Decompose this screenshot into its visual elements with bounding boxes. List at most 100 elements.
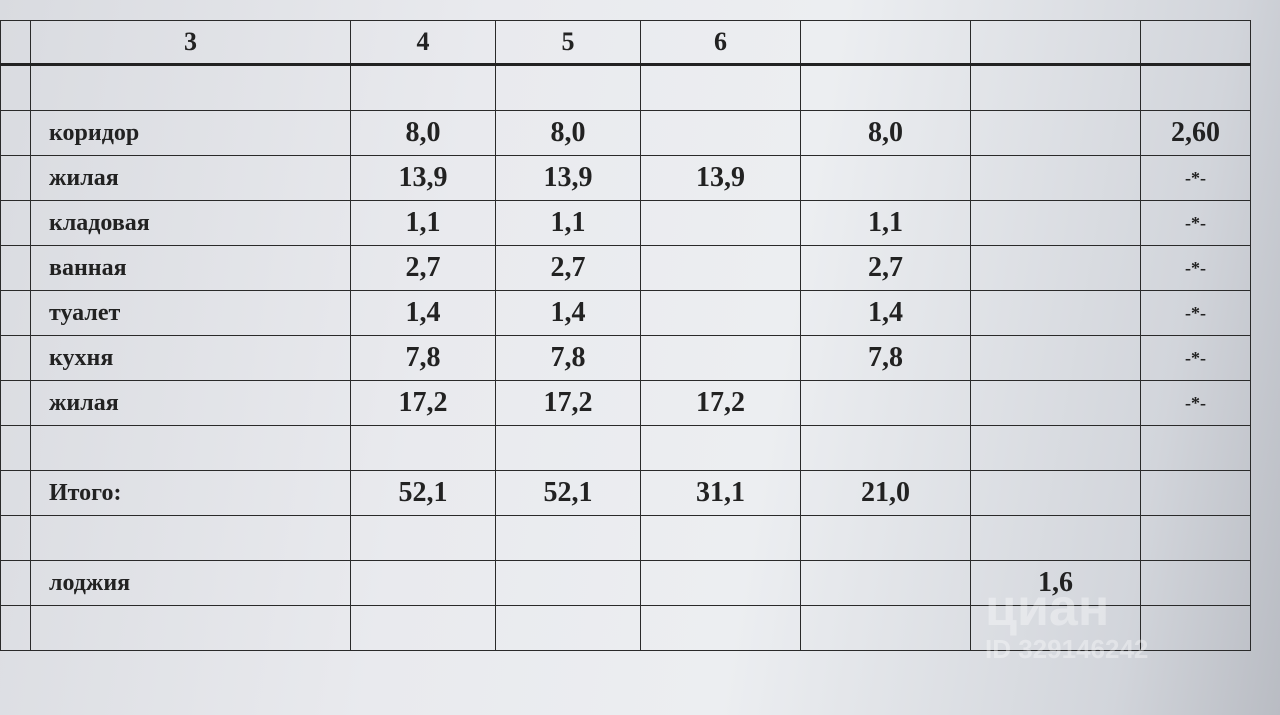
area-cell-c6 xyxy=(640,110,801,156)
margin-cell xyxy=(0,200,31,246)
room-label: Итого: xyxy=(30,470,351,516)
margin-cell xyxy=(0,290,31,336)
area-cell-c6 xyxy=(640,200,801,246)
margin-cell xyxy=(0,515,31,561)
margin-cell xyxy=(0,605,31,651)
area-cell-c6 xyxy=(640,335,801,381)
area-cell-c5 xyxy=(495,64,641,111)
area-cell-c7 xyxy=(800,380,971,426)
area-cell-c5: 7,8 xyxy=(495,335,641,381)
area-cell-c7: 8,0 xyxy=(800,110,971,156)
area-cell-c6 xyxy=(640,290,801,336)
area-cell-c4: 1,1 xyxy=(350,200,496,246)
area-cell-c8 xyxy=(970,605,1141,651)
margin-cell xyxy=(0,110,31,156)
area-cell-c5 xyxy=(495,605,641,651)
area-cell-c4: 7,8 xyxy=(350,335,496,381)
header-cell: 5 xyxy=(495,20,641,66)
area-cell-c9 xyxy=(1140,425,1251,471)
area-cell-c6 xyxy=(640,560,801,606)
area-cell-c9: -*- xyxy=(1140,200,1251,246)
area-cell-c8 xyxy=(970,155,1141,201)
area-cell-c5 xyxy=(495,425,641,471)
area-cell-c8 xyxy=(970,425,1141,471)
watermark: циан ID 329146242 xyxy=(985,582,1148,665)
header-row: 3 4 5 6 xyxy=(0,20,1251,66)
table-row: кладовая 1,1 1,1 1,1 -*- xyxy=(0,200,1251,246)
area-cell-c5 xyxy=(495,515,641,561)
area-cell-c6 xyxy=(640,64,801,111)
area-cell-c7 xyxy=(800,605,971,651)
area-cell-c5: 2,7 xyxy=(495,245,641,291)
room-label: туалет xyxy=(30,290,351,336)
room-label xyxy=(30,515,351,561)
area-cell-c4: 17,2 xyxy=(350,380,496,426)
area-cell-c8 xyxy=(970,290,1141,336)
margin-cell xyxy=(0,245,31,291)
area-cell-c5: 52,1 xyxy=(495,470,641,516)
room-label: лоджия xyxy=(30,560,351,606)
watermark-id: ID 329146242 xyxy=(985,634,1149,664)
area-cell-c7 xyxy=(800,425,971,471)
area-cell-c4: 1,4 xyxy=(350,290,496,336)
room-label xyxy=(30,64,351,111)
table-row xyxy=(0,64,1251,111)
area-cell-c5: 1,1 xyxy=(495,200,641,246)
area-cell-c7 xyxy=(800,515,971,561)
header-cell: 3 xyxy=(30,20,351,66)
area-cell-c5: 8,0 xyxy=(495,110,641,156)
header-cell: 6 xyxy=(640,20,801,66)
area-cell-c8 xyxy=(970,470,1141,516)
room-label: коридор xyxy=(30,110,351,156)
watermark-logo: циан xyxy=(985,579,1110,637)
room-label xyxy=(30,425,351,471)
area-cell-c9: -*- xyxy=(1140,290,1251,336)
area-cell-c4: 13,9 xyxy=(350,155,496,201)
table-row: кухня 7,8 7,8 7,8 -*- xyxy=(0,335,1251,381)
area-cell-c7 xyxy=(800,64,971,111)
area-cell-c7 xyxy=(800,155,971,201)
area-cell-c5 xyxy=(495,560,641,606)
room-label: кладовая xyxy=(30,200,351,246)
area-cell-c9: -*- xyxy=(1140,155,1251,201)
area-cell-c7: 7,8 xyxy=(800,335,971,381)
area-cell-c7 xyxy=(800,560,971,606)
margin-cell xyxy=(0,380,31,426)
table-row xyxy=(0,515,1251,561)
area-cell-c8: 1,6 xyxy=(970,560,1141,606)
area-cell-c8 xyxy=(970,200,1141,246)
margin-cell xyxy=(0,470,31,516)
table-row: жилая 17,2 17,2 17,2 -*- xyxy=(0,380,1251,426)
area-cell-c8 xyxy=(970,335,1141,381)
table-row: ванная 2,7 2,7 2,7 -*- xyxy=(0,245,1251,291)
area-cell-c9: 2,60 xyxy=(1140,110,1251,156)
area-cell-c9 xyxy=(1140,470,1251,516)
room-label: ванная xyxy=(30,245,351,291)
area-cell-c4 xyxy=(350,605,496,651)
area-cell-c4 xyxy=(350,425,496,471)
area-cell-c6 xyxy=(640,245,801,291)
area-cell-c8 xyxy=(970,110,1141,156)
area-cell-c8 xyxy=(970,245,1141,291)
table-row: туалет 1,4 1,4 1,4 -*- xyxy=(0,290,1251,336)
header-cell: 4 xyxy=(350,20,496,66)
area-cell-c9 xyxy=(1140,515,1251,561)
table-row xyxy=(0,425,1251,471)
room-label: кухня xyxy=(30,335,351,381)
area-cell-c6: 31,1 xyxy=(640,470,801,516)
area-cell-c9 xyxy=(1140,64,1251,111)
table-row: Итого: 52,1 52,1 31,1 21,0 xyxy=(0,470,1251,516)
margin-cell xyxy=(0,335,31,381)
area-cell-c4: 2,7 xyxy=(350,245,496,291)
area-cell-c6: 13,9 xyxy=(640,155,801,201)
area-cell-c9: -*- xyxy=(1140,245,1251,291)
header-cell xyxy=(800,20,971,66)
header-cell xyxy=(970,20,1141,66)
area-cell-c6 xyxy=(640,425,801,471)
area-cell-c6 xyxy=(640,605,801,651)
area-cell-c4: 8,0 xyxy=(350,110,496,156)
area-cell-c4: 52,1 xyxy=(350,470,496,516)
area-cell-c4 xyxy=(350,560,496,606)
area-cell-c5: 17,2 xyxy=(495,380,641,426)
margin-cell xyxy=(0,560,31,606)
